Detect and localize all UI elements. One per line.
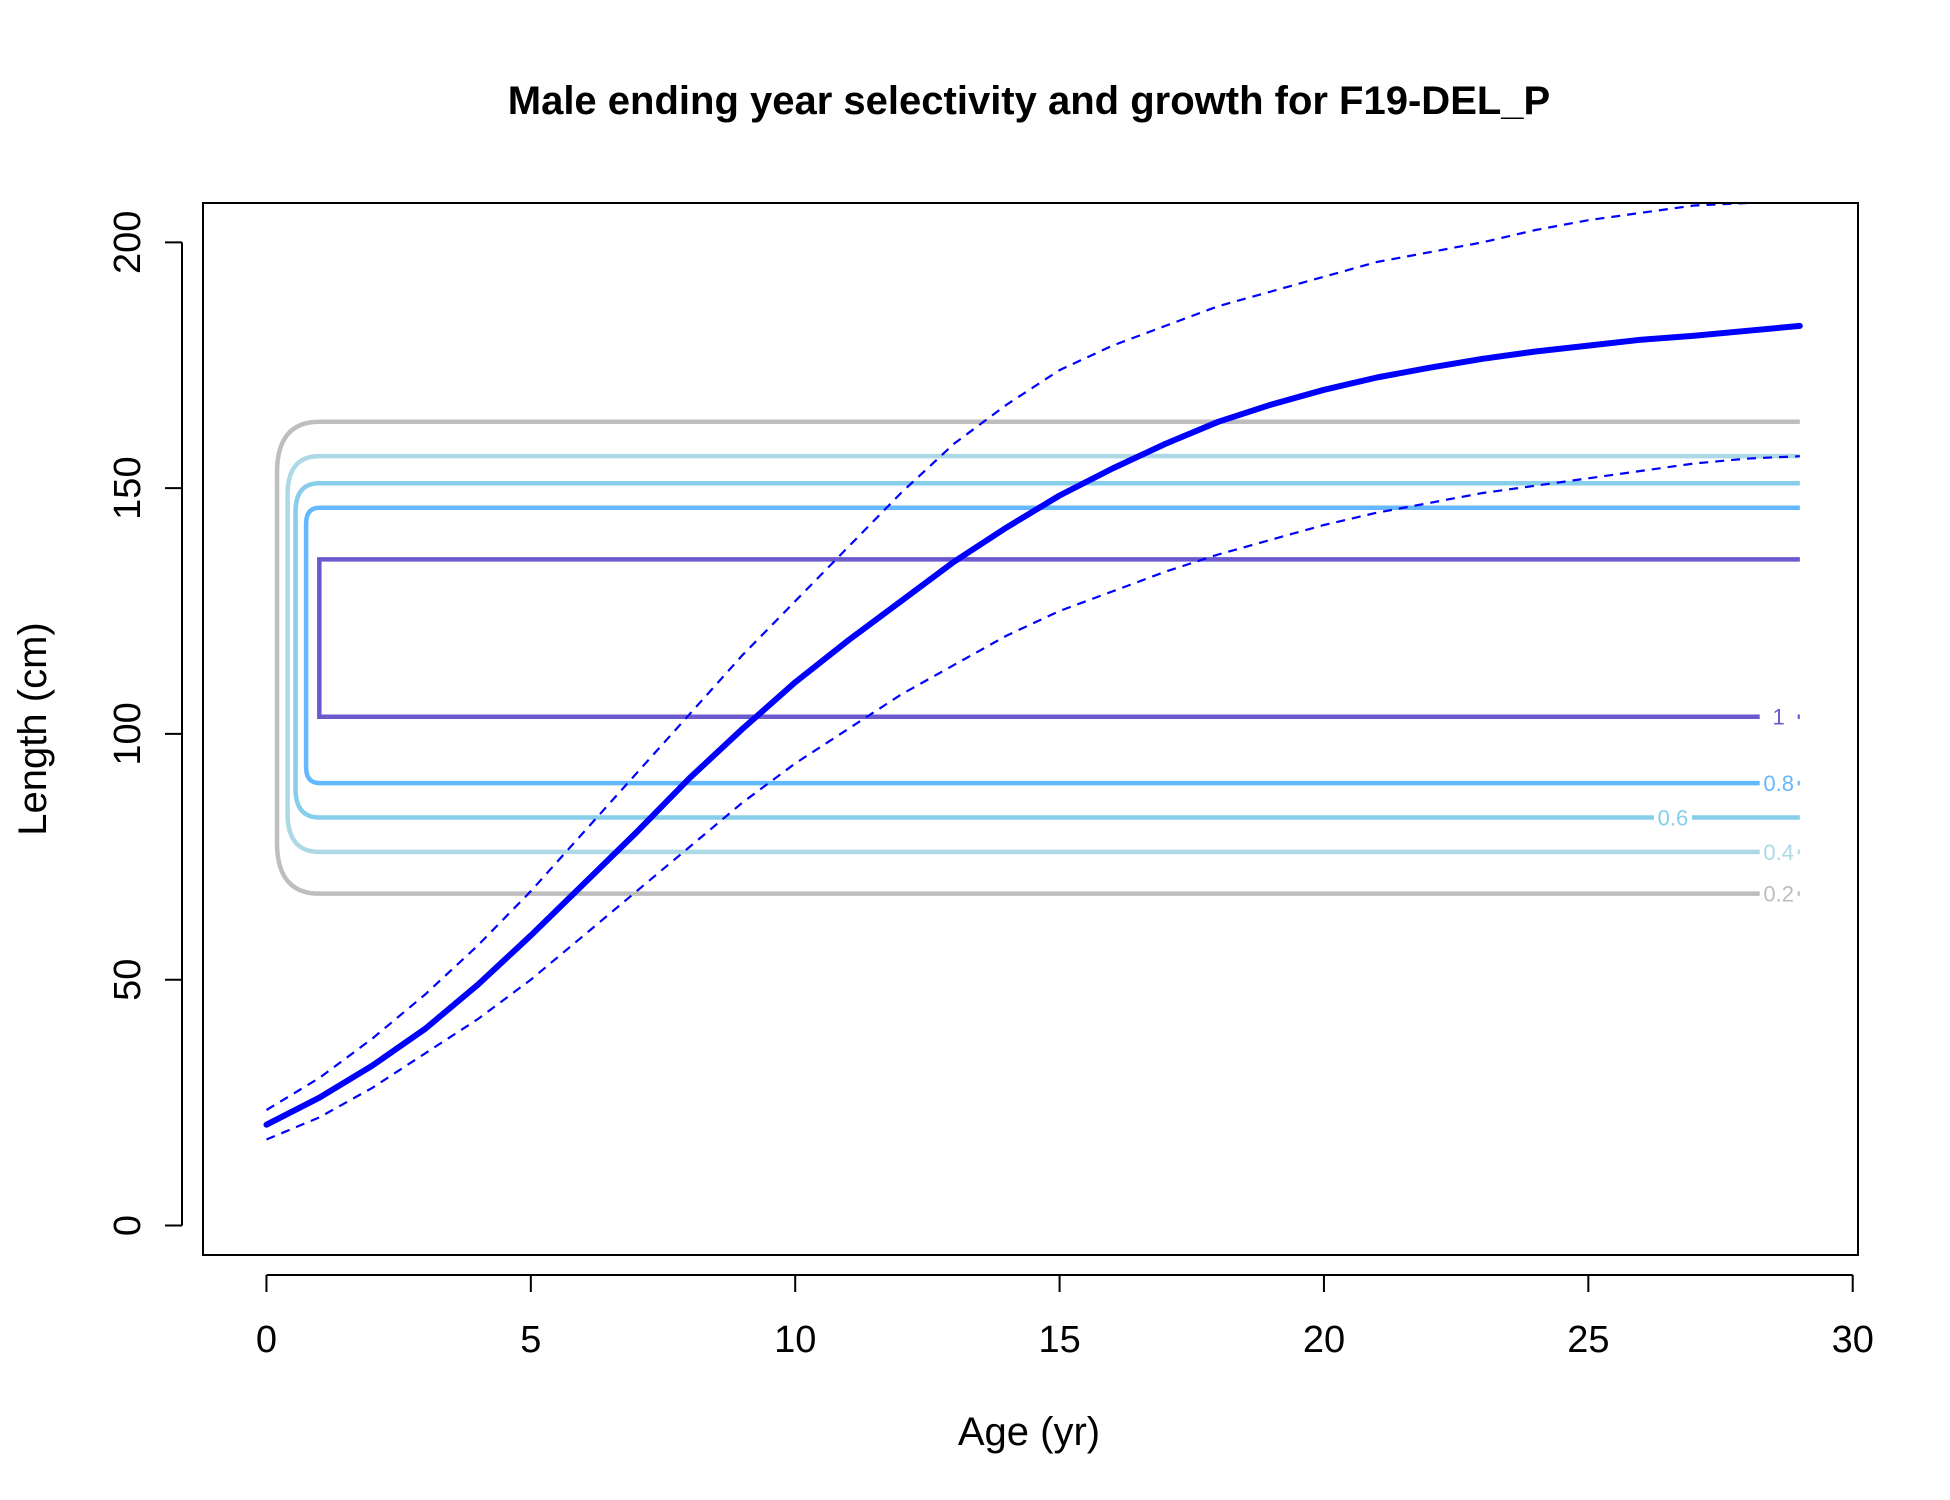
contour-label-gap-0-6 [1653, 803, 1692, 832]
x-tick-label: 10 [774, 1319, 816, 1361]
plot-frame [202, 202, 1859, 1256]
y-axis: 0 50 100 150 200 [107, 211, 183, 1236]
selectivity-contours: 0.2 0.4 0.6 0.8 1 [274, 419, 1800, 908]
contour-line-0-6 [293, 480, 1800, 820]
y-tick-label: 200 [107, 211, 149, 274]
contour-line-0-4 [285, 453, 1800, 855]
y-tick-label: 150 [107, 456, 149, 519]
x-tick-label: 15 [1038, 1319, 1080, 1361]
x-tick-label: 5 [520, 1319, 541, 1361]
x-axis-label: Age (yr) [958, 1410, 1100, 1454]
x-tick-label: 20 [1303, 1319, 1345, 1361]
contour-line-0-8 [303, 505, 1800, 786]
contour-line-0-2 [274, 419, 1800, 896]
contour-label-0-2: 0.2 [1763, 882, 1794, 907]
growth-upper-interval-line [265, 201, 1748, 1111]
y-tick-label: 100 [107, 702, 149, 765]
y-tick-label: 50 [107, 959, 149, 1001]
growth-lower-interval-line [266, 455, 1800, 1141]
contour-label-0-6: 0.6 [1658, 805, 1689, 830]
contour-label-1: 1 [1773, 705, 1785, 730]
contour-label-gap-0-4 [1759, 837, 1798, 866]
x-tick-label: 30 [1832, 1319, 1874, 1361]
y-tick-label: 0 [107, 1215, 149, 1236]
contour-line-1 [317, 557, 1800, 719]
x-tick-label: 0 [256, 1319, 277, 1361]
y-axis-label: Length (cm) [11, 622, 55, 835]
x-axis: 0 5 10 15 20 25 30 [256, 1274, 1874, 1361]
contour-label-gap-0-2 [1759, 879, 1798, 908]
x-tick-label: 25 [1567, 1319, 1609, 1361]
contour-label-0-4: 0.4 [1763, 840, 1794, 865]
growth-mean-line [263, 322, 1803, 1128]
contour-label-0-8: 0.8 [1763, 771, 1794, 796]
growth-curves [263, 201, 1803, 1141]
contour-label-gap-1 [1759, 702, 1798, 731]
chart-title: Male ending year selectivity and growth … [508, 79, 1550, 123]
contour-label-gap-0-8 [1759, 769, 1798, 798]
